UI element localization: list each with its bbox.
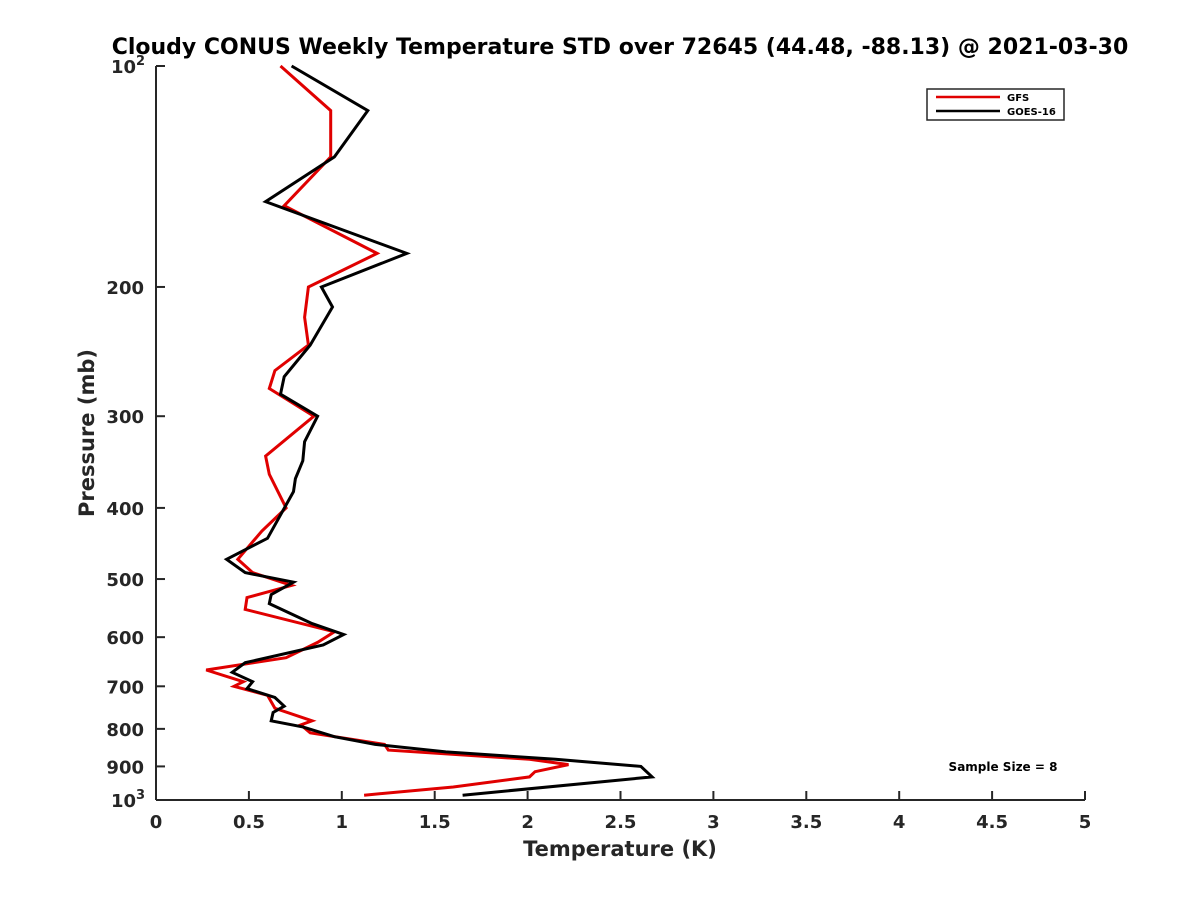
y-tick-exponent: 2 [136,54,145,69]
series-line-gfs [205,64,569,797]
x-tick-label: 3 [707,812,720,833]
x-tick-label: 4 [893,812,906,833]
x-tick-label: 3.5 [790,812,822,833]
y-tick-label: 600 [106,628,144,649]
y-tick-label: 900 [106,757,144,778]
x-tick-label: 4.5 [976,812,1008,833]
sample-size-annotation: Sample Size = 8 [949,760,1058,774]
y-tick-label: 400 [106,499,144,520]
x-ticks: 0 0.5 1 1.5 2 2.5 3 3.5 4 4.5 5 [150,791,1092,833]
legend-label-gfs: GFS [1007,93,1029,104]
legend-label-goes16: GOES-16 [1007,107,1056,118]
y-tick-exponent: 3 [136,788,145,803]
x-axis-label: Temperature (K) [523,837,717,861]
series-layer [205,64,656,797]
x-tick-label: 1 [336,812,349,833]
y-tick-label: 300 [106,407,144,428]
y-tick-label: 10 [111,791,136,812]
chart-title: Cloudy CONUS Weekly Temperature STD over… [112,35,1129,60]
x-tick-label: 5 [1079,812,1092,833]
series-line-goes16 [223,64,656,797]
y-axis-label: Pressure (mb) [75,349,99,517]
x-tick-label: 0.5 [233,812,265,833]
x-tick-label: 2.5 [605,812,637,833]
y-tick-label: 700 [106,677,144,698]
legend-box [926,88,1065,121]
plot-area: 0 0.5 1 1.5 2 2.5 3 3.5 4 4.5 5 10 2200300400500600… [106,54,1091,833]
y-tick-label: 500 [106,570,144,591]
y-tick-label: 200 [106,278,144,299]
x-tick-label: 1.5 [419,812,451,833]
x-tick-label: 2 [521,812,534,833]
y-tick-label: 800 [106,720,144,741]
y-tick-label: 10 [111,57,136,78]
x-tick-label: 0 [150,812,163,833]
legend: GFS GOES-16 [926,88,1065,121]
